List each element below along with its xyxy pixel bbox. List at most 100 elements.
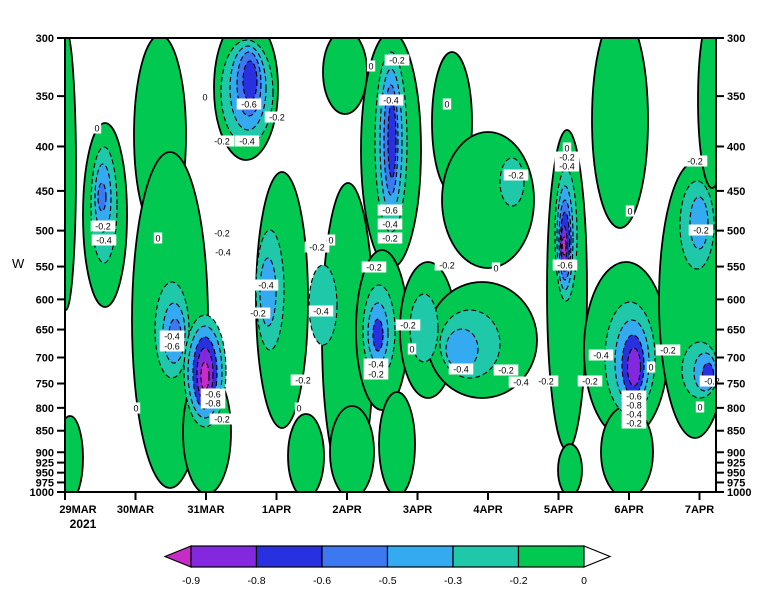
colorbar-segment xyxy=(321,545,389,568)
contour-label-box xyxy=(304,241,330,253)
contour-label-box xyxy=(434,259,460,271)
contour-label: -0.2 xyxy=(309,242,325,252)
contour-label: -0.8 xyxy=(205,398,221,408)
contour-label: 0 xyxy=(94,123,99,133)
contour-label-box xyxy=(363,358,389,370)
contour-field xyxy=(65,38,716,492)
contour-label-box xyxy=(91,234,117,246)
contour-label: -0.4 xyxy=(164,331,180,341)
colorbar-tick-label: -0.3 xyxy=(444,575,462,587)
contour-label-box xyxy=(407,343,417,355)
contour-label-box xyxy=(621,408,647,420)
x-tick-label: 30MAR xyxy=(117,504,154,516)
y-tick-label-left: 950 xyxy=(36,468,54,480)
contour-region xyxy=(65,415,84,492)
colorbar-tick-label: -0.6 xyxy=(313,575,331,587)
contour-label-box xyxy=(377,218,403,230)
contour-label: 0 xyxy=(493,263,498,273)
contour-label-box xyxy=(554,160,580,172)
contour-label: -0.2 xyxy=(295,375,311,385)
contour-label: 0 xyxy=(444,99,449,109)
contour-label-box xyxy=(646,361,656,373)
contour-label-box xyxy=(378,94,404,106)
contour-label: -0.2 xyxy=(214,136,230,146)
contour-label-box xyxy=(253,279,279,291)
contour-label-box xyxy=(588,349,614,361)
contour-label-box xyxy=(562,142,572,154)
contour-label: -0.2 xyxy=(382,233,398,243)
contour-label: -0.4 xyxy=(593,350,609,360)
y-tick-label-left: 925 xyxy=(36,458,54,470)
colorbar-segment xyxy=(452,545,520,568)
contour-label-box xyxy=(159,330,185,342)
contour-label: -0.2 xyxy=(269,112,285,122)
contour-label: -0.6 xyxy=(241,99,257,109)
contour-label-box xyxy=(290,374,316,386)
contour-region xyxy=(697,38,716,189)
contour-label: -0.2 xyxy=(214,414,230,424)
contour-region xyxy=(322,38,368,115)
contour-label-box xyxy=(92,122,102,134)
contour-label: -0.2 xyxy=(508,170,524,180)
contour-label-box xyxy=(209,413,235,425)
y-tick-label-left: 650 xyxy=(36,325,54,337)
contour-label-box xyxy=(621,390,647,402)
contour-label-box xyxy=(209,135,235,147)
y-tick-label-left: 500 xyxy=(36,226,54,238)
contour-labels: 0-0.2-0.4 000-0.2 -0.4-0.6-0.2-0.2-0.4-0.4… xyxy=(90,54,725,429)
contour-label: -0.2 xyxy=(582,376,598,386)
contour-label: 0 xyxy=(648,362,653,372)
contour-label-box xyxy=(688,224,714,236)
y-tick-label-right: 850 xyxy=(727,426,745,438)
contour-label-box xyxy=(159,340,185,352)
contour-label-box xyxy=(200,91,210,103)
contour-label: -0.2 xyxy=(693,225,709,235)
contour-label: 0 xyxy=(409,344,414,354)
contour-region xyxy=(242,60,258,102)
plot-frame xyxy=(64,37,717,493)
contour-region xyxy=(445,328,479,370)
x-tick-label: 7APR xyxy=(685,504,714,516)
contour-label-box xyxy=(448,363,474,375)
contour-label: -0.4 xyxy=(453,364,469,374)
contour-label-box xyxy=(491,262,501,274)
contour-label-box xyxy=(508,376,534,388)
contour-region xyxy=(372,318,384,352)
contour-label: 0 xyxy=(627,206,632,216)
contour-label-box xyxy=(442,98,452,110)
colorbar-tick-label: -0.8 xyxy=(247,575,265,587)
x-axis-year-label: 2021 xyxy=(69,517,97,531)
colorbar-right-arrow xyxy=(583,545,612,568)
contour-label: -0.4 xyxy=(513,377,529,387)
contour-region xyxy=(499,157,525,207)
contour-label: 0 xyxy=(328,235,333,245)
contour-label-box xyxy=(236,98,262,110)
x-tick-label: 1APR xyxy=(262,504,291,516)
contour-label-box xyxy=(533,375,559,387)
contour-region xyxy=(561,236,567,256)
contour-region xyxy=(409,293,439,363)
contour-label: 0 xyxy=(697,402,702,412)
contour-label: -0.2 xyxy=(439,260,455,270)
contour-label: -0.2 xyxy=(389,55,405,65)
y-tick-label-left: 800 xyxy=(36,403,54,415)
contour-label-box xyxy=(377,204,403,216)
contour-label-box xyxy=(377,232,403,244)
contour-label-box xyxy=(308,305,334,317)
x-axis: 29MAR 30MAR 31MAR 1APR 2APR 3APR 4APR 5APR 6APR 7… xyxy=(59,492,714,516)
y-tick-label-right: 900 xyxy=(727,447,745,459)
contour-label: -0.6 xyxy=(557,260,573,270)
contour-region xyxy=(97,182,107,212)
contour-label-box xyxy=(200,397,226,409)
contour-label: -0.4 xyxy=(239,136,255,146)
contour-region xyxy=(689,196,709,250)
contour-label: -0.2 xyxy=(214,228,230,238)
contour-region xyxy=(591,38,649,229)
y-tick-label-right: 700 xyxy=(727,353,745,365)
contour-label: -0.2 xyxy=(687,156,703,166)
colorbar-tick-label: 0 xyxy=(581,575,587,587)
contour-label: -0.6 xyxy=(205,389,221,399)
y-tick-label-left: 600 xyxy=(36,294,54,306)
